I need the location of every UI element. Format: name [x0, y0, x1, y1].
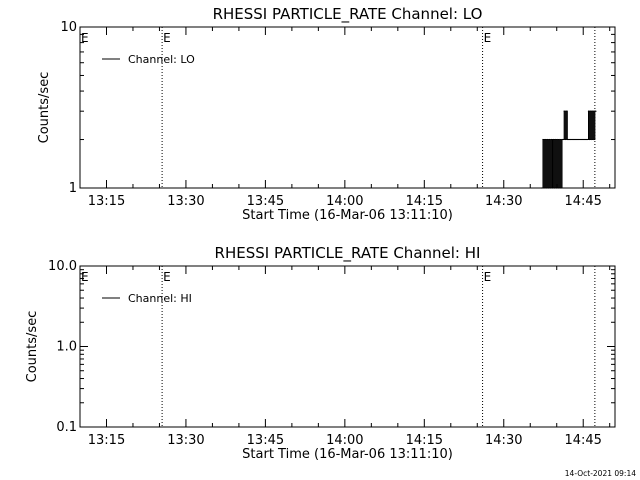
data-point — [595, 110, 597, 112]
x-tick-label: 13:15 — [88, 433, 125, 448]
data-point — [585, 138, 587, 141]
data-point — [584, 138, 586, 141]
legend: Channel: HI — [102, 292, 192, 305]
data-point — [550, 138, 553, 141]
data-point — [566, 138, 568, 141]
x-axis-title: Start Time (16-Mar-06 13:11:10) — [242, 447, 453, 462]
data-point — [576, 138, 578, 141]
chart-panel-hi: RHESSI PARTICLE_RATE Channel: HI 13:15 13:… — [25, 244, 616, 462]
data-point — [564, 138, 566, 141]
plot-frame — [79, 26, 616, 189]
y-tick-label: 10 — [60, 20, 77, 35]
x-tick-label: 14:45 — [564, 433, 601, 448]
data-point — [555, 138, 557, 141]
legend-label: Channel: HI — [128, 292, 192, 305]
data-point — [556, 187, 558, 189]
data-point — [551, 187, 554, 189]
data-point — [586, 138, 589, 141]
data-point — [554, 187, 556, 189]
y-tick-label: 1.0 — [56, 340, 77, 355]
x-tick-label: 14:15 — [406, 194, 443, 209]
data-point — [594, 110, 596, 112]
legend: Channel: LO — [102, 53, 195, 66]
data-point — [580, 138, 582, 141]
data-point — [552, 138, 555, 141]
data-point — [557, 138, 559, 141]
y-tick-label: 10.0 — [48, 259, 77, 274]
data-point — [559, 138, 561, 141]
data-point — [567, 138, 569, 141]
data-point — [558, 187, 560, 189]
data-point — [579, 138, 581, 141]
x-tick-label: 14:30 — [485, 433, 522, 448]
data-point — [541, 187, 543, 189]
y-tick-label: 1 — [69, 181, 77, 196]
data-point — [572, 138, 574, 141]
x-tick-label: 14:15 — [406, 433, 443, 448]
data-point — [544, 138, 546, 141]
event-marker-label: E — [163, 270, 171, 284]
x-tick-label: 14:00 — [326, 433, 363, 448]
x-tick-label: 13:45 — [247, 194, 284, 209]
legend-label: Channel: LO — [128, 53, 195, 66]
footer-timestamp: 14-Oct-2021 09:14 — [565, 469, 636, 478]
chart-panels: RHESSI PARTICLE_RATE Channel: LO 13:15 13:… — [25, 5, 616, 462]
data-point — [569, 138, 572, 141]
data-point — [547, 187, 549, 189]
y-axis-title: Counts/sec — [37, 72, 52, 144]
event-marker-label-left: E — [81, 31, 89, 45]
data-point — [583, 138, 585, 141]
data-point — [574, 138, 576, 141]
data-point — [582, 138, 584, 141]
data-point — [590, 110, 592, 112]
data-point — [546, 138, 548, 141]
data-point — [577, 138, 579, 141]
data-point — [548, 138, 550, 141]
x-tick-label: 14:45 — [564, 194, 601, 209]
event-marker-label: E — [484, 270, 492, 284]
data-point — [545, 187, 547, 189]
data-point — [588, 138, 591, 141]
data-point — [560, 187, 562, 189]
data-point — [543, 187, 545, 189]
data-point — [549, 187, 551, 189]
event-marker-label: E — [484, 31, 492, 45]
data-point — [573, 138, 575, 141]
data-point — [570, 138, 573, 141]
data-point — [568, 138, 571, 141]
chart-title: RHESSI PARTICLE_RATE Channel: HI — [215, 244, 481, 263]
x-tick-label: 14:00 — [326, 194, 363, 209]
data-point — [565, 110, 567, 112]
data-point — [561, 138, 563, 141]
x-tick-label: 13:45 — [247, 433, 284, 448]
x-tick-label: 13:15 — [88, 194, 125, 209]
x-tick-label: 14:30 — [485, 194, 522, 209]
data-point — [578, 138, 580, 141]
data-point — [587, 110, 590, 112]
event-marker-label: E — [163, 31, 171, 45]
x-axis-title: Start Time (16-Mar-06 13:11:10) — [242, 208, 453, 223]
data-point — [562, 138, 564, 141]
data-point — [575, 138, 577, 141]
chart-title: RHESSI PARTICLE_RATE Channel: LO — [213, 5, 483, 24]
data-point — [581, 138, 583, 141]
event-marker-label-left: E — [81, 270, 89, 284]
y-axis-title: Counts/sec — [25, 311, 40, 383]
series-line — [541, 110, 596, 189]
x-tick-label: 13:30 — [167, 433, 204, 448]
x-tick-label: 13:30 — [167, 194, 204, 209]
data-point — [592, 110, 594, 112]
data-point — [591, 138, 593, 141]
chart-panel-lo: RHESSI PARTICLE_RATE Channel: LO 13:15 13:… — [37, 5, 616, 223]
data-point — [542, 138, 544, 141]
data-point — [563, 110, 565, 112]
data-point — [593, 138, 595, 141]
y-tick-label: 0.1 — [56, 420, 77, 435]
